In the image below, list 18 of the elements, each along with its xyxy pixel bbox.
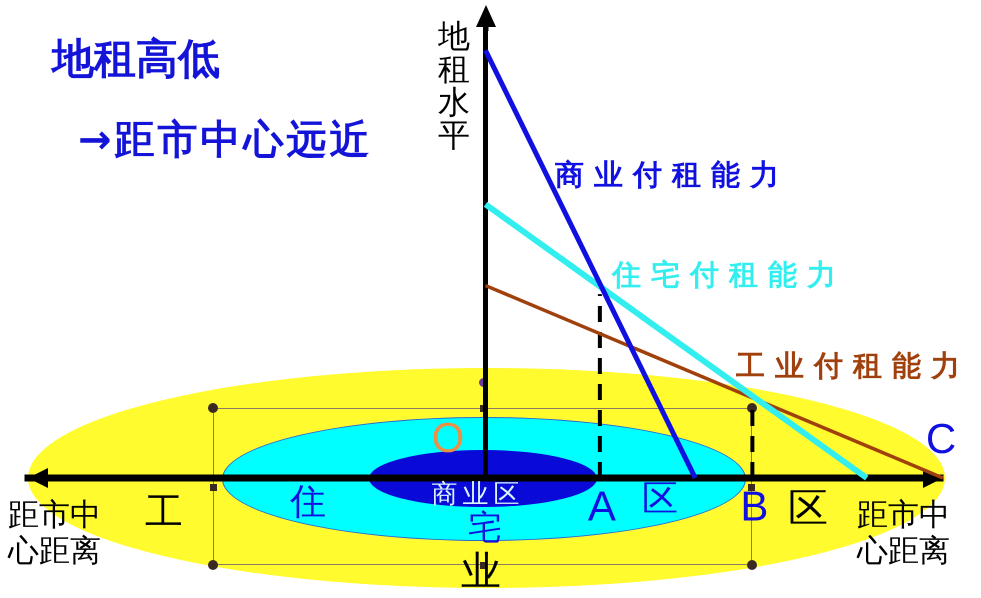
text: 区	[788, 484, 828, 534]
text: 宅	[468, 508, 502, 548]
annotation: O	[432, 414, 464, 462]
y-axis-title: 地租水平	[437, 17, 471, 154]
annotation: C	[926, 415, 956, 463]
text: 距市中心距离	[857, 497, 950, 569]
text: 住	[290, 480, 326, 524]
text: 区	[642, 478, 678, 522]
text: 商业区	[432, 478, 524, 510]
x-tick-label: A	[588, 482, 616, 530]
series-label: 商业付租能力	[554, 158, 789, 192]
text: 工	[145, 488, 183, 536]
chart-title: 地租高低	[52, 33, 220, 85]
x-tick-label: B	[740, 482, 768, 530]
text: →距市中心远近	[78, 116, 373, 165]
series-label: 工业付租能力	[735, 348, 970, 383]
series-label: 住宅付租能力	[610, 258, 846, 292]
text: 业	[461, 548, 501, 594]
